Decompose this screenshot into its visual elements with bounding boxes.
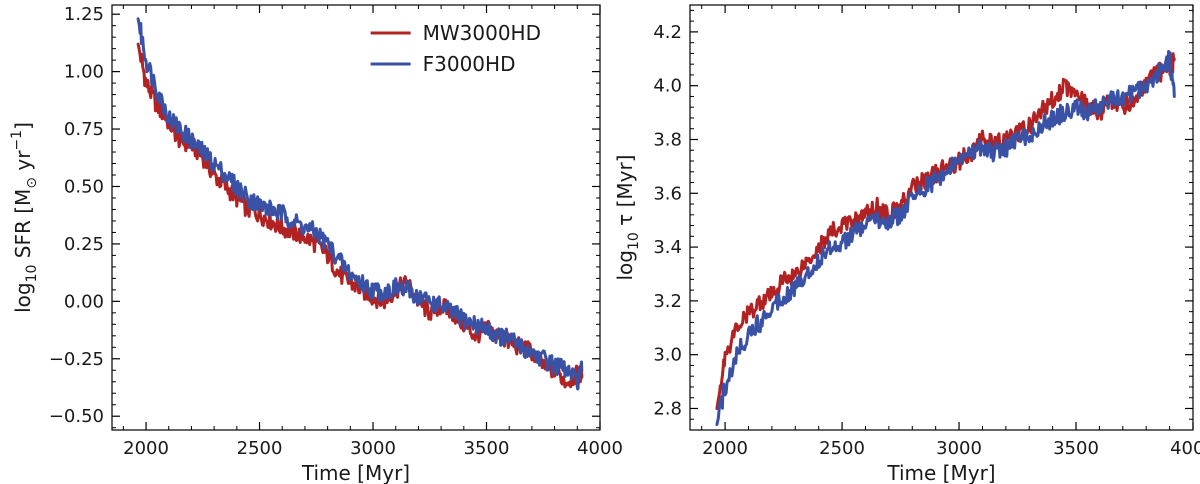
y-tick-label: 2.8 bbox=[653, 398, 682, 419]
y-tick-label: 3.6 bbox=[653, 183, 682, 204]
y-tick-label: −0.50 bbox=[49, 406, 104, 427]
x-tick-label: 3500 bbox=[1053, 438, 1099, 459]
series-line-f3000hd bbox=[715, 50, 1176, 427]
y-tick-label: 4.2 bbox=[653, 22, 682, 43]
x-axis-label: Time [Myr] bbox=[301, 461, 410, 484]
x-tick-label: 2500 bbox=[237, 438, 283, 459]
y-tick-label: 4.0 bbox=[653, 76, 682, 97]
y-tick-label: 3.0 bbox=[653, 345, 682, 366]
sfr-panel: 2000 2500 3000 3500 4000 −0.50 −0.25 0.00 0.25 0.… bbox=[9, 4, 623, 484]
y-tick-label: 0.00 bbox=[64, 291, 104, 312]
y-tick-label: −0.25 bbox=[49, 349, 104, 370]
legend-label: F3000HD bbox=[423, 52, 516, 76]
x-axis-label: Time [Myr] bbox=[886, 461, 995, 484]
y-axis-label: log10 SFR [M⊙ yr−1] bbox=[9, 122, 40, 313]
x-tick-label: 2500 bbox=[819, 438, 865, 459]
x-tick-label: 4000 bbox=[577, 438, 623, 459]
y-tick-label: 1.00 bbox=[64, 62, 104, 83]
plot-frame bbox=[111, 4, 601, 431]
x-tick-label: 3500 bbox=[464, 438, 510, 459]
y-tick-label: 0.50 bbox=[64, 176, 104, 197]
y-tick-label: 1.25 bbox=[64, 4, 104, 25]
x-tick-label: 4000 bbox=[1170, 438, 1200, 459]
x-tick-label: 3000 bbox=[350, 438, 396, 459]
y-tick-label: 3.4 bbox=[653, 237, 682, 258]
x-tick-label: 3000 bbox=[936, 438, 982, 459]
y-axis-label: log10 τ [Myr] bbox=[613, 154, 642, 280]
y-tick-label: 0.75 bbox=[64, 119, 104, 140]
plot-frame bbox=[689, 4, 1194, 431]
x-tick-label: 2000 bbox=[123, 438, 169, 459]
y-tick-label: 0.25 bbox=[64, 234, 104, 255]
series-line-f3000hd bbox=[136, 17, 584, 391]
y-tick-label: 3.2 bbox=[653, 291, 682, 312]
timescale-panel: 2000 2500 3000 3500 4000 2.8 3.0 3.2 3.4 3.6 3.8 4.… bbox=[613, 4, 1200, 484]
legend-label: MW3000HD bbox=[423, 21, 541, 45]
series-line-mw3000hd bbox=[715, 52, 1176, 410]
x-tick-label: 2000 bbox=[702, 438, 748, 459]
y-tick-label: 3.8 bbox=[653, 129, 682, 150]
